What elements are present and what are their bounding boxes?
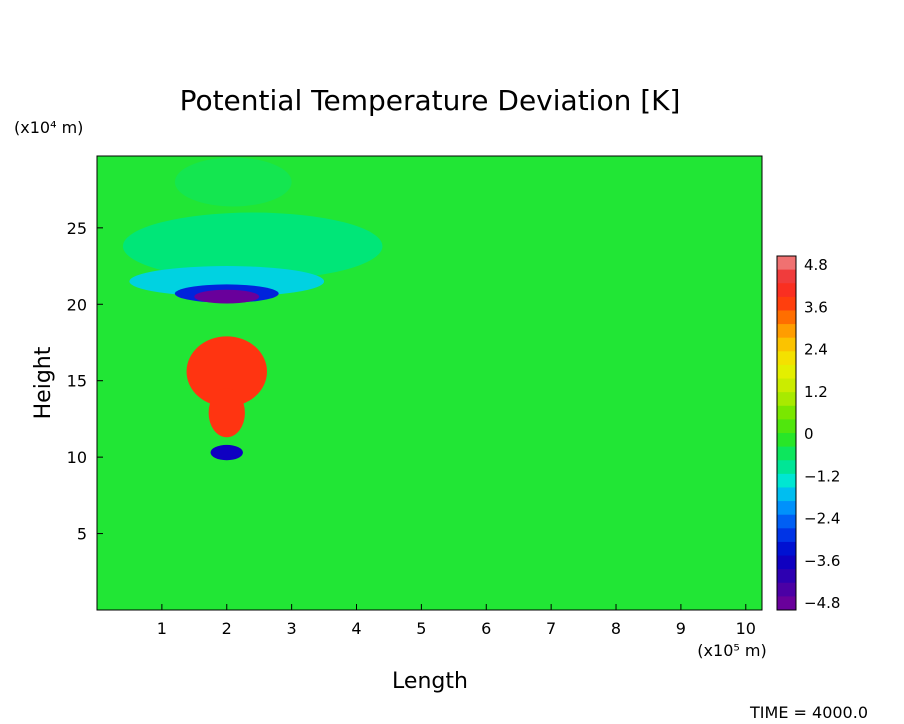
colorbar-tick-label: 0 [804, 425, 814, 443]
x-tick-label: 3 [287, 619, 297, 638]
colorbar-tick-label: −2.4 [804, 510, 840, 528]
field-feature-5 [186, 336, 267, 407]
x-tick-label: 5 [416, 619, 426, 638]
colorbar-swatch [777, 501, 796, 516]
x-tick-label: 1 [157, 619, 167, 638]
field-feature-4 [194, 289, 260, 304]
colorbar-swatch [777, 392, 796, 407]
x-tick-label: 8 [611, 619, 621, 638]
colorbar-swatch [777, 283, 796, 298]
colorbar-swatch [777, 324, 796, 339]
time-label: TIME = 4000.0 [749, 703, 868, 722]
y-tick-label: 20 [67, 295, 87, 314]
field-feature-0 [174, 157, 292, 207]
x-axis-ticks: 1 2 3 4 5 6 7 8 9 10 [157, 604, 756, 638]
colorbar: 4.8 3.6 2.4 1.2 0 −1.2 −2.4 −3.6 −4.8 [776, 255, 840, 612]
x-tick-label: 2 [222, 619, 232, 638]
colorbar-swatch [777, 555, 796, 570]
chart-title: Potential Temperature Deviation [K] [180, 84, 681, 117]
colorbar-swatch [777, 310, 796, 325]
colorbar-swatch [777, 446, 796, 461]
y-axis-label: Height [31, 346, 56, 419]
field-feature-6 [208, 388, 245, 438]
field-feature-1 [122, 212, 383, 280]
colorbar-swatch [777, 569, 796, 584]
x-axis-label: Length [392, 669, 468, 694]
field-feature-2 [129, 266, 325, 297]
colorbar-swatch [777, 541, 796, 557]
colorbar-swatch [777, 487, 796, 502]
colorbar-tick-label: 3.6 [804, 298, 828, 316]
y-tick-label: 25 [67, 219, 87, 238]
x-tick-label: 6 [481, 619, 491, 638]
x-tick-label: 10 [736, 619, 756, 638]
colorbar-swatch [777, 364, 796, 380]
colorbar-tick-label: −3.6 [804, 552, 840, 570]
colorbar-swatch [777, 296, 796, 311]
colorbar-swatch [777, 405, 796, 420]
y-tick-label: 10 [67, 448, 87, 467]
colorbar-swatch [777, 460, 796, 475]
colorbar-tick-label: −4.8 [804, 594, 840, 612]
colorbar-swatch [777, 378, 796, 393]
x-unit-label: (x10⁵ m) [697, 641, 766, 660]
colorbar-swatch [777, 596, 796, 611]
x-tick-label: 7 [546, 619, 556, 638]
colorbar-tick-label: 1.2 [804, 383, 828, 401]
colorbar-swatch [777, 256, 796, 271]
colorbar-tick-label: 2.4 [804, 341, 828, 359]
colorbar-swatch [777, 351, 796, 366]
heatmap-field [97, 156, 762, 610]
colorbar-swatch [777, 269, 796, 284]
colorbar-swatch [777, 337, 796, 352]
colorbar-swatch [777, 528, 796, 543]
colorbar-swatch [777, 433, 796, 448]
colorbar-swatch [777, 419, 796, 434]
colorbar-tick-label: −1.2 [804, 467, 840, 485]
colorbar-swatch [777, 582, 796, 597]
colorbar-frame [776, 255, 797, 611]
colorbar-swatch [777, 514, 796, 529]
y-tick-label: 5 [77, 525, 87, 544]
y-axis-ticks: 5 10 15 20 25 [67, 219, 103, 544]
y-unit-label: (x10⁴ m) [14, 118, 83, 137]
colorbar-swatch [777, 473, 796, 488]
plot-frame [96, 155, 763, 611]
x-tick-label: 4 [351, 619, 361, 638]
x-tick-label: 9 [676, 619, 686, 638]
colorbar-tick-label: 4.8 [804, 256, 828, 274]
field-feature-7 [210, 444, 243, 461]
y-tick-label: 15 [67, 372, 87, 391]
